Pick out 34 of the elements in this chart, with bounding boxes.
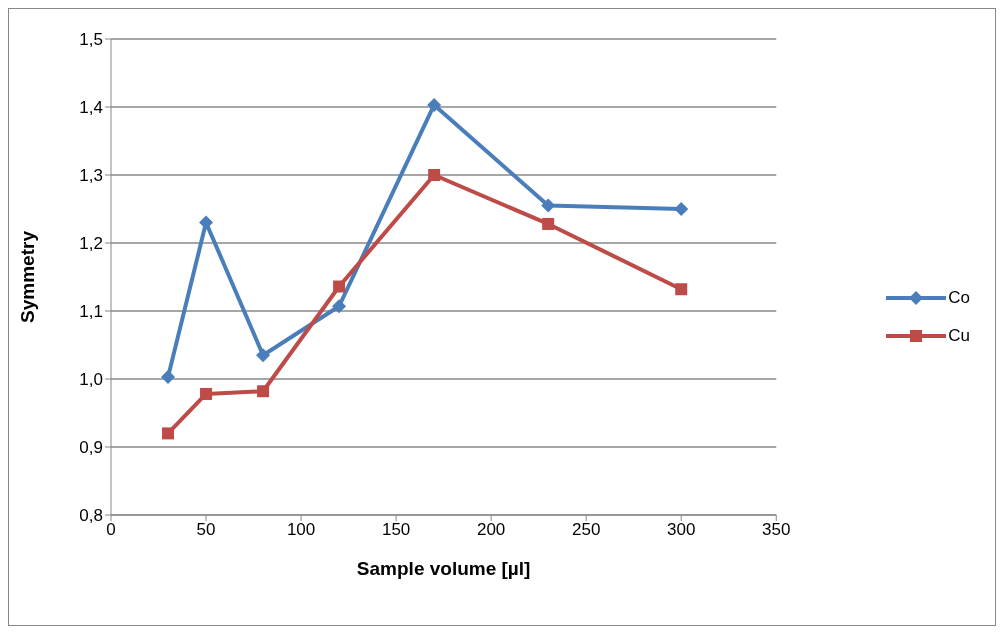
legend-label: Co <box>948 288 970 308</box>
y-tick-label: 1,3 <box>79 166 103 186</box>
point <box>161 369 176 384</box>
y-tick-label: 0,8 <box>79 506 103 526</box>
y-axis-title: Symmetry <box>16 230 38 323</box>
y-tick-label: 1,2 <box>79 234 103 254</box>
point <box>542 217 555 230</box>
point <box>162 427 175 440</box>
point <box>428 169 441 181</box>
y-tick-label: 1,0 <box>79 370 103 390</box>
x-tick-label: 350 <box>762 520 791 540</box>
x-tick-label: 50 <box>196 520 216 540</box>
x-tick-label: 250 <box>572 520 601 540</box>
x-tick-label: 200 <box>476 520 506 540</box>
point <box>332 299 347 314</box>
point <box>333 280 346 293</box>
y-tick-label: 1,4 <box>79 98 103 118</box>
x-tick-label: 150 <box>381 520 411 540</box>
x-tick-label: 300 <box>667 520 696 540</box>
x-tick-label: 0 <box>106 520 116 540</box>
x-tick-label: 100 <box>286 520 316 540</box>
point <box>541 198 556 213</box>
y-tick-label: 0,9 <box>79 438 103 458</box>
point <box>674 202 689 216</box>
point <box>427 97 442 112</box>
point <box>675 283 688 296</box>
point <box>256 348 271 363</box>
point <box>199 215 214 230</box>
point <box>200 387 213 400</box>
y-tick-label: 1,5 <box>79 30 103 50</box>
point <box>257 385 270 398</box>
legend-label: Cu <box>948 326 970 346</box>
y-tick-label: 1,1 <box>79 302 103 322</box>
x-axis-title: Sample volume [µl] <box>356 558 531 579</box>
